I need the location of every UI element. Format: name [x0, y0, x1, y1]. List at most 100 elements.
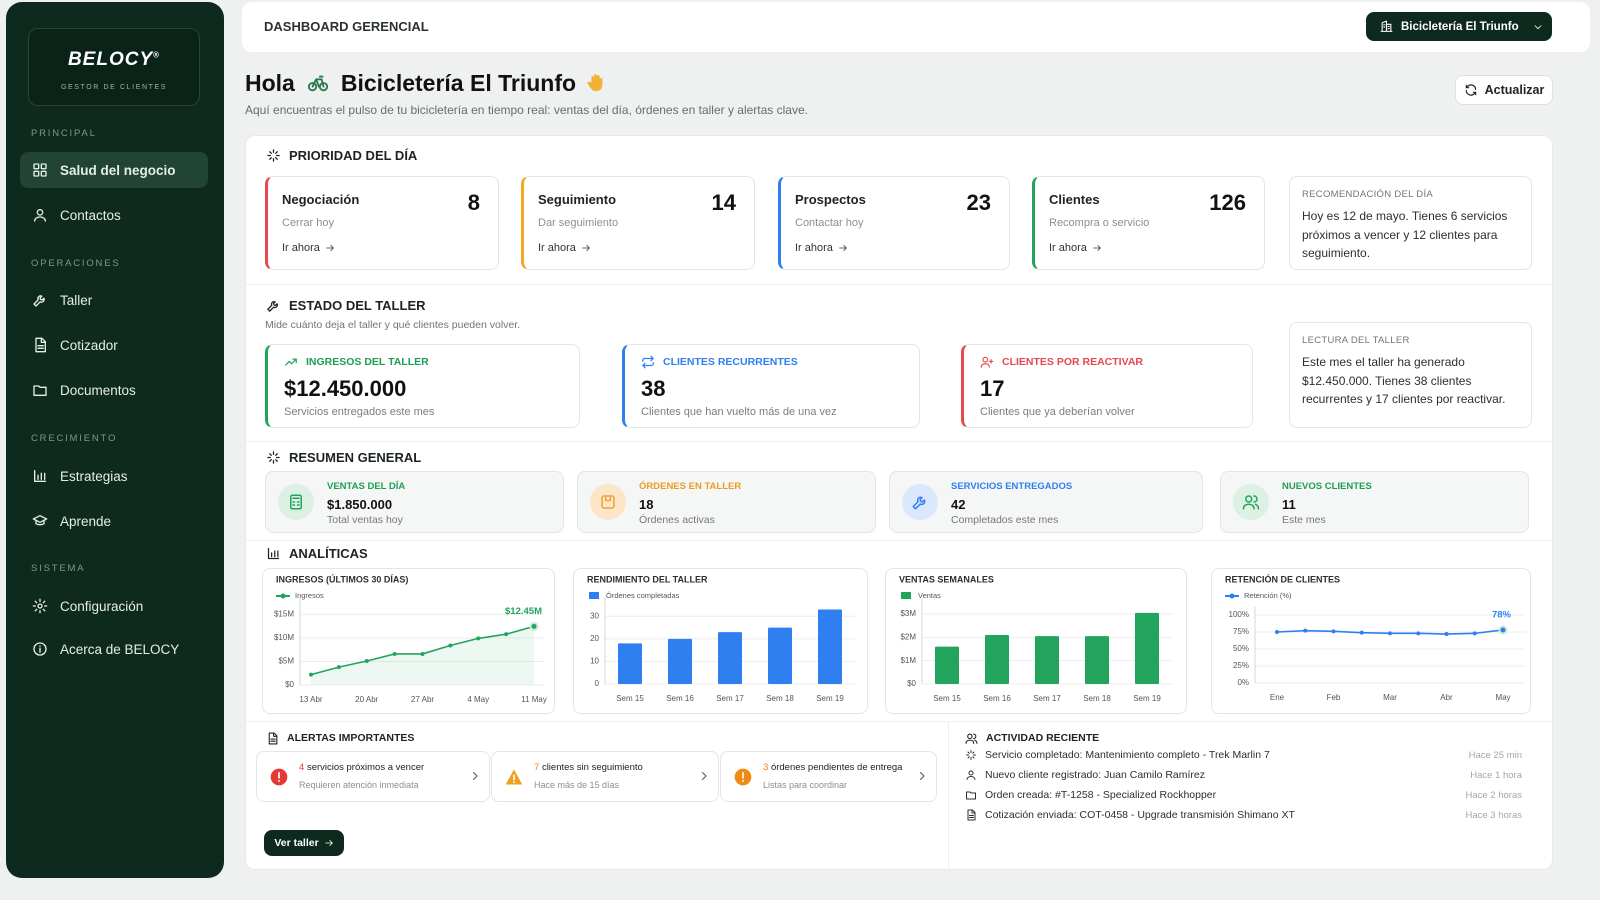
icon [1092, 243, 1102, 253]
nav-item[interactable]: Cotizador [20, 327, 208, 363]
nav-item[interactable]: Salud del negocio [20, 152, 208, 188]
icon [911, 493, 929, 511]
icon [916, 770, 928, 782]
store-selector[interactable]: Bicicletería El Triunfo [1366, 12, 1552, 41]
icon [32, 598, 48, 614]
card-link[interactable]: Ir ahora [538, 242, 591, 254]
link-label: Ir ahora [795, 242, 833, 254]
chart-card [573, 568, 868, 714]
activity-item: Cotización enviada: COT-0458 - Upgrade t… [965, 808, 1295, 822]
summary-card: NUEVOS CLIENTES 11 Este mes [1220, 471, 1529, 533]
refresh-button[interactable]: Actualizar [1455, 75, 1553, 105]
nav-item[interactable]: Documentos [20, 372, 208, 408]
icon [733, 767, 753, 787]
icon [965, 749, 977, 761]
icon-graphic [912, 496, 926, 510]
alert-count: 4 [299, 762, 305, 773]
nav-label: Configuración [60, 598, 144, 614]
icon-graphic [702, 772, 707, 780]
icon-graphic [966, 750, 976, 760]
alert-count: 3 [763, 762, 769, 773]
icon [599, 493, 617, 511]
card-hint: Cerrar hoy [282, 217, 334, 229]
icon [965, 809, 977, 821]
activity-item: Servicio completado: Mantenimiento compl… [965, 748, 1270, 762]
summary-card: ÓRDENES EN TALLER 18 Órdenes activas [577, 471, 876, 533]
nav-label: Acerca de BELOCY [60, 641, 180, 657]
icon [324, 838, 334, 848]
nav-item[interactable]: Configuración [20, 588, 208, 624]
nav-item[interactable]: Aprende [20, 503, 208, 539]
workshop-card: INGRESOS DEL TALLER $12.450.000 Servicios … [265, 344, 580, 428]
activity-text: Nuevo cliente registrado: Juan Camilo Ra… [985, 769, 1206, 781]
brand-tagline: GESTOR DE CLIENTES [60, 84, 168, 91]
priority-card[interactable]: Prospectos 23 Contactar hoy Ir ahora [778, 176, 1010, 270]
icon-graphic [324, 840, 333, 846]
activity-text: Cotización enviada: COT-0458 - Upgrade t… [985, 809, 1295, 821]
nav-item[interactable]: Estrategias [20, 458, 208, 494]
section-title: ACTIVIDAD RECIENTE [986, 732, 1100, 744]
section-header: ESTADO DEL TALLER [266, 296, 426, 314]
workshop-button[interactable]: Ver taller [264, 830, 344, 856]
icon [581, 243, 591, 253]
chart-card [1211, 568, 1531, 714]
logo-box [28, 28, 200, 106]
icon-graphic [980, 356, 994, 368]
icon [32, 207, 48, 223]
section-title: PRIORIDAD DEL DÍA [289, 147, 418, 163]
activity-item: Nuevo cliente registrado: Juan Camilo Ra… [965, 768, 1205, 782]
priority-card[interactable]: Negociación 8 Cerrar hoy Ir ahora [265, 176, 499, 270]
alert-card[interactable]: 4 servicios próximos a vencer Requieren a… [256, 751, 490, 802]
nav-section: SISTEMA [31, 563, 86, 574]
priority-card[interactable]: Clientes 126 Recompra o servicio Ir ahora [1032, 176, 1265, 270]
activity-time: Hace 25 min [1468, 750, 1522, 761]
icon-graphic [1534, 24, 1541, 29]
card-detail: Clientes que ya deberían volver [980, 406, 1135, 418]
priority-card[interactable]: Seguimiento 14 Dar seguimiento Ir ahora [521, 176, 755, 270]
link-label: Ir ahora [1049, 242, 1087, 254]
activity-time: Hace 3 horas [1465, 810, 1522, 821]
card-label: NUEVOS CLIENTES [1282, 481, 1372, 492]
workshop-card: CLIENTES RECURRENTES 38 Clientes que han v… [622, 344, 920, 428]
alert-card[interactable]: 3 órdenes pendientes de entrega Listas pa… [720, 751, 937, 802]
card-label: CLIENTES POR REACTIVAR [1002, 356, 1143, 368]
icon-graphic [1242, 495, 1260, 510]
card-label: INGRESOS DEL TALLER [306, 356, 429, 368]
icon-graphic [920, 772, 925, 780]
nav-label: Contactos [60, 207, 121, 223]
card-value: 11 [1282, 497, 1296, 512]
card-value: $12.450.000 [284, 376, 407, 401]
icon [980, 355, 994, 369]
icon-graphic [35, 337, 46, 353]
greeting: Hola Bicicletería El Triunfo [245, 68, 607, 98]
nav-item[interactable]: Contactos [20, 197, 208, 233]
card-label: Negociación [282, 192, 360, 207]
icon [1464, 83, 1478, 97]
card-label: Seguimiento [538, 192, 617, 207]
icon-graphic [1380, 20, 1393, 32]
nav-item[interactable]: Taller [20, 282, 208, 318]
icon [325, 243, 335, 253]
nav-item[interactable]: Acerca de BELOCY [20, 631, 208, 667]
card-value: 18 [639, 497, 654, 512]
chart-card [885, 568, 1187, 714]
icon-graphic [285, 358, 297, 366]
icon-graphic [33, 163, 47, 177]
icon-graphic [473, 772, 478, 780]
card-link[interactable]: Ir ahora [795, 242, 848, 254]
summary-card: VENTAS DEL DÍA $1.850.000 Total ventas hoy [265, 471, 564, 533]
card-link[interactable]: Ir ahora [1049, 242, 1102, 254]
card-detail: Completados este mes [951, 514, 1059, 526]
divider [246, 540, 1552, 541]
card-link[interactable]: Ir ahora [282, 242, 335, 254]
alert-card[interactable]: 7 clientes sin seguimiento Hace más de 15… [491, 751, 719, 802]
card-hint: Recompra o servicio [1049, 217, 1150, 229]
icon-graphic [267, 547, 280, 559]
card-detail: Total ventas hoy [327, 514, 403, 526]
link-label: Ir ahora [538, 242, 576, 254]
icon [287, 493, 305, 511]
icon-graphic [601, 495, 615, 509]
card-detail: Este mes [1282, 514, 1326, 526]
store-name: Bicicletería El Triunfo [1401, 20, 1519, 33]
nav-label: Taller [60, 292, 93, 308]
